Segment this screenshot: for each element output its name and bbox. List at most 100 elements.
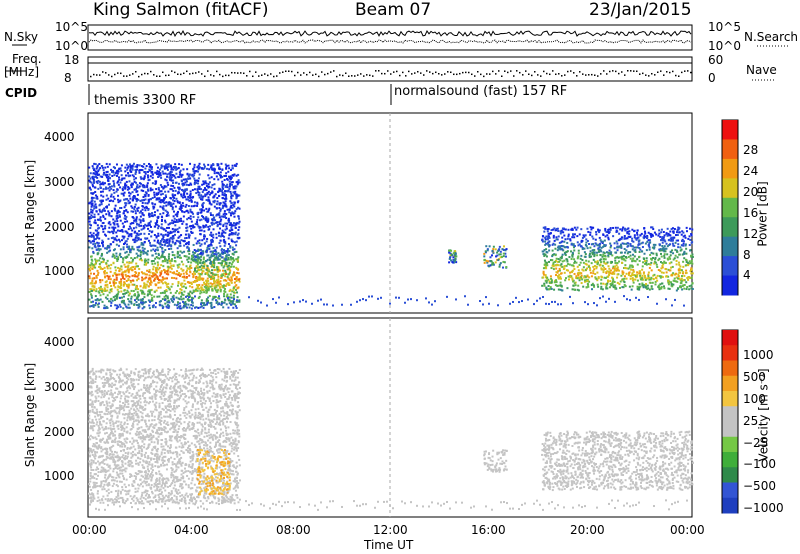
power-cell (118, 215, 121, 218)
power-cell (99, 294, 102, 297)
power-cell (140, 243, 143, 246)
power-cell (102, 230, 105, 233)
power-cell (665, 233, 668, 236)
power-cell (658, 248, 661, 251)
power-cell (649, 241, 652, 244)
power-cell (587, 283, 590, 286)
power-cell (164, 221, 167, 224)
power-cell (675, 249, 678, 252)
power-cell (234, 164, 237, 167)
power-cell (557, 288, 560, 291)
power-cell (89, 227, 92, 230)
freq-point (231, 71, 233, 74)
power-cell (88, 179, 91, 182)
power-cell (201, 214, 204, 217)
power-cell (685, 269, 688, 272)
power-cell (147, 193, 150, 196)
power-cell (91, 176, 94, 179)
power-cell (570, 264, 573, 267)
power-cell (148, 241, 151, 244)
power-cell (483, 252, 486, 255)
power-cell (179, 307, 182, 310)
power-cell (219, 227, 222, 230)
power-cell (637, 240, 640, 243)
power-cell (548, 280, 551, 283)
power-ground-cell (185, 295, 187, 298)
power-cell (502, 245, 505, 248)
power-cell (118, 303, 121, 306)
power-cell (153, 295, 156, 298)
power-cell (164, 239, 167, 242)
power-cell (674, 248, 677, 251)
freq-point (639, 73, 641, 75)
power-cell (130, 295, 133, 298)
power-cell (231, 233, 234, 236)
power-ground-cell (395, 296, 397, 299)
power-cell (198, 162, 201, 165)
power-cell (168, 247, 171, 250)
power-ground-cell (389, 302, 391, 305)
power-cell (231, 228, 234, 231)
power-cell (212, 168, 215, 171)
power-cell (159, 190, 162, 193)
power-cell (197, 177, 200, 180)
power-cell (207, 199, 210, 202)
power-cell (176, 201, 179, 204)
power-ground-cell (140, 301, 142, 304)
power-cell (559, 284, 562, 287)
power-cell (486, 249, 489, 252)
power-cell (650, 258, 653, 261)
power-cell (208, 181, 211, 184)
power-cell (226, 222, 229, 225)
power-cell (202, 306, 205, 309)
power-cell (238, 220, 241, 223)
power-cell (180, 163, 183, 166)
power-cell (682, 244, 685, 247)
power-cell (193, 269, 196, 272)
power-cell (681, 284, 684, 287)
power-ground-cell (404, 301, 406, 304)
power-cell (127, 286, 130, 289)
power-cell (586, 239, 589, 242)
freq-point (249, 70, 251, 73)
power-cell (552, 228, 555, 231)
freq-point (672, 70, 674, 73)
power-cell (187, 241, 190, 244)
power-cell (163, 268, 166, 271)
power-cell (190, 183, 193, 186)
power-cell (120, 296, 123, 299)
power-cell (181, 189, 184, 192)
power-cell (105, 280, 108, 283)
power-cell (224, 269, 227, 272)
power-cell (612, 285, 615, 288)
power-cell (114, 272, 117, 275)
power-cell (137, 288, 140, 291)
power-cell (160, 272, 163, 275)
power-cell (133, 188, 136, 191)
power-cell (154, 273, 157, 276)
power-cell (232, 222, 235, 225)
power-cell (626, 237, 629, 240)
power-cell (138, 171, 141, 174)
power-cell (172, 215, 175, 218)
power-cell (112, 253, 115, 256)
freq-point (567, 70, 569, 73)
power-cell (648, 266, 651, 269)
freq-panel-frame (87, 56, 693, 82)
power-cell (642, 257, 645, 260)
power-cell (119, 305, 122, 308)
power-cell (624, 259, 627, 262)
power-cell (567, 235, 570, 238)
power-cell (205, 284, 208, 287)
power-cell (663, 234, 666, 237)
freq-point (117, 72, 119, 74)
power-cell (545, 267, 548, 270)
power-cell (210, 192, 213, 195)
freq-point (483, 75, 485, 78)
power-cell (116, 188, 119, 191)
power-cell (185, 242, 188, 245)
power-cell (448, 251, 451, 254)
power-cell (146, 188, 149, 191)
power-cell (679, 271, 682, 274)
power-cell (116, 211, 119, 214)
